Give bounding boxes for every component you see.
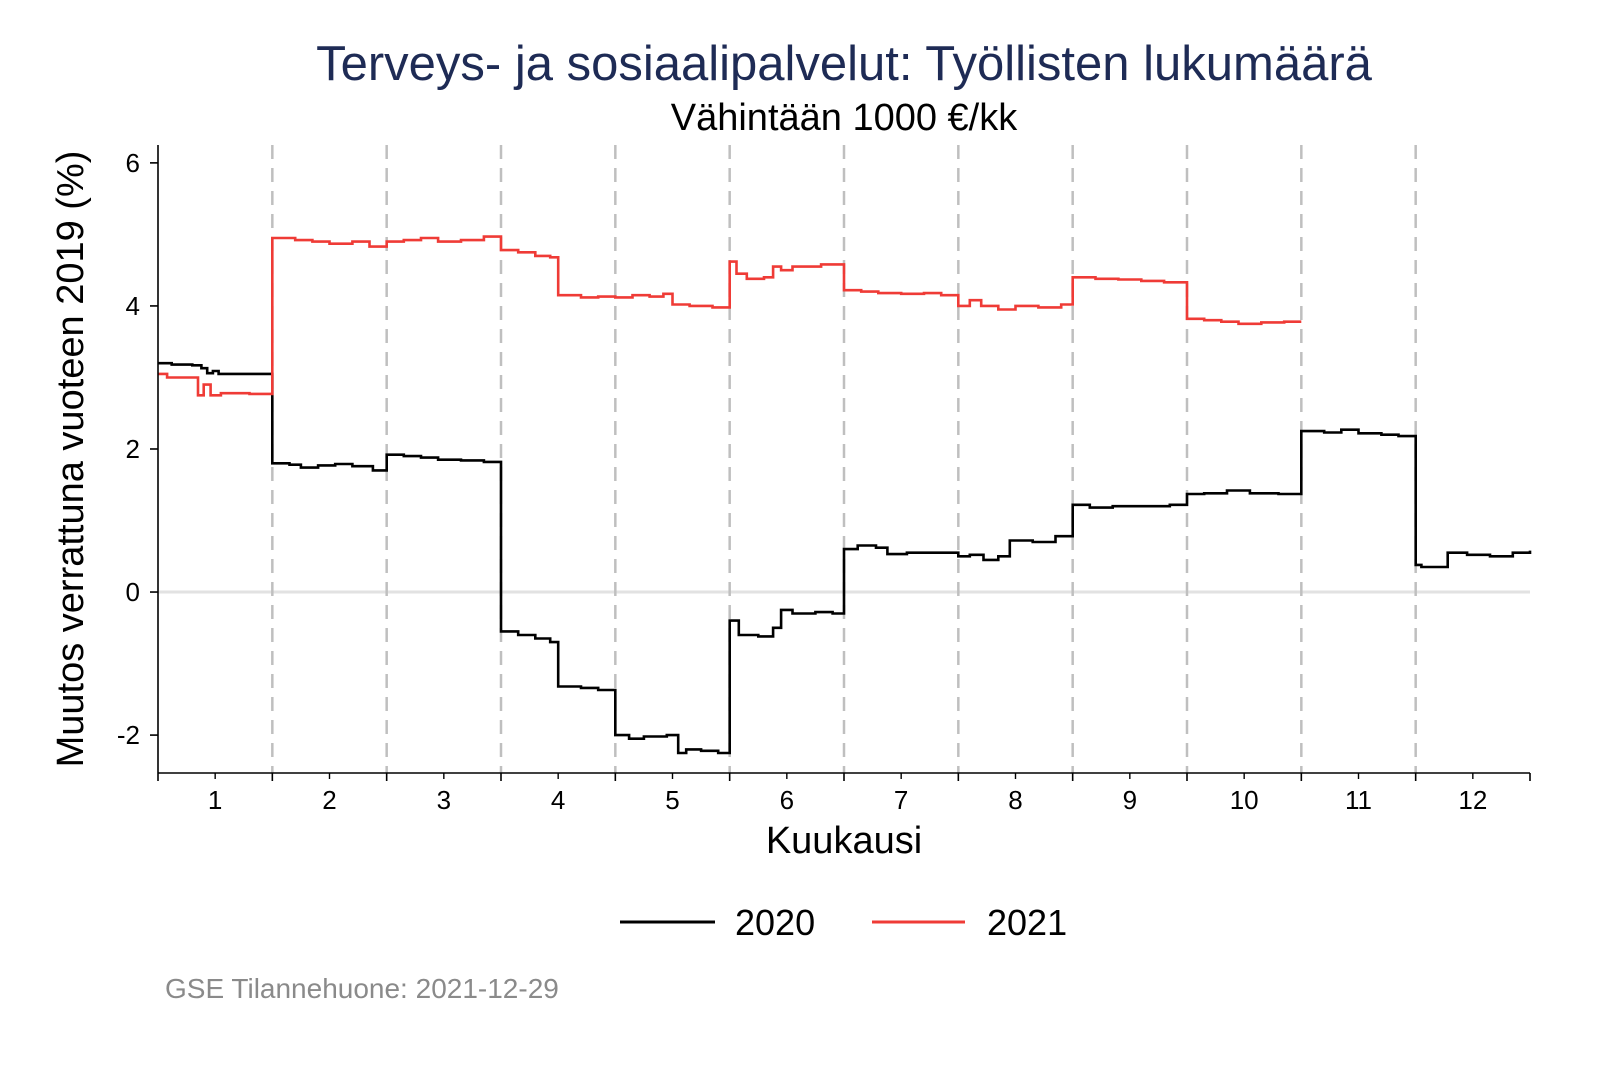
- y-axis-title: Muutos verrattuna vuoteen 2019 (%): [50, 151, 92, 768]
- y-tick-label: 0: [126, 577, 140, 607]
- plot-background: [158, 145, 1530, 773]
- x-tick-label: 2: [322, 785, 336, 815]
- x-tick-label: 8: [1008, 785, 1022, 815]
- series-line-2020: [158, 361, 1532, 755]
- y-tick-label: -2: [117, 720, 140, 750]
- series-layer: [158, 235, 1532, 755]
- x-tick-label: 5: [665, 785, 679, 815]
- chart-title: Terveys- ja sosiaalipalvelut: Työllisten…: [316, 37, 1373, 91]
- legend-label-2020: 2020: [735, 902, 815, 943]
- x-tick-label: 4: [551, 785, 565, 815]
- series-line-2021: [158, 235, 1302, 397]
- x-tick-label: 10: [1230, 785, 1259, 815]
- y-tick-label: 6: [126, 148, 140, 178]
- x-tick-label: 11: [1345, 785, 1372, 815]
- source-footer: GSE Tilannehuone: 2021-12-29: [165, 973, 559, 1004]
- x-tick-label: 12: [1458, 785, 1487, 815]
- chart-subtitle: Vähintään 1000 €/kk: [671, 97, 1018, 139]
- y-tick-label: 4: [126, 291, 140, 321]
- x-tick-label: 9: [1123, 785, 1137, 815]
- x-tick-label: 3: [437, 785, 451, 815]
- x-tick-label: 7: [894, 785, 908, 815]
- x-tick-label: 1: [208, 785, 222, 815]
- y-tick-label: 2: [126, 434, 140, 464]
- x-tick-label: 6: [780, 785, 794, 815]
- x-axis-title: Kuukausi: [766, 820, 922, 862]
- legend: 2020 2021: [620, 902, 1067, 943]
- legend-label-2021: 2021: [987, 902, 1067, 943]
